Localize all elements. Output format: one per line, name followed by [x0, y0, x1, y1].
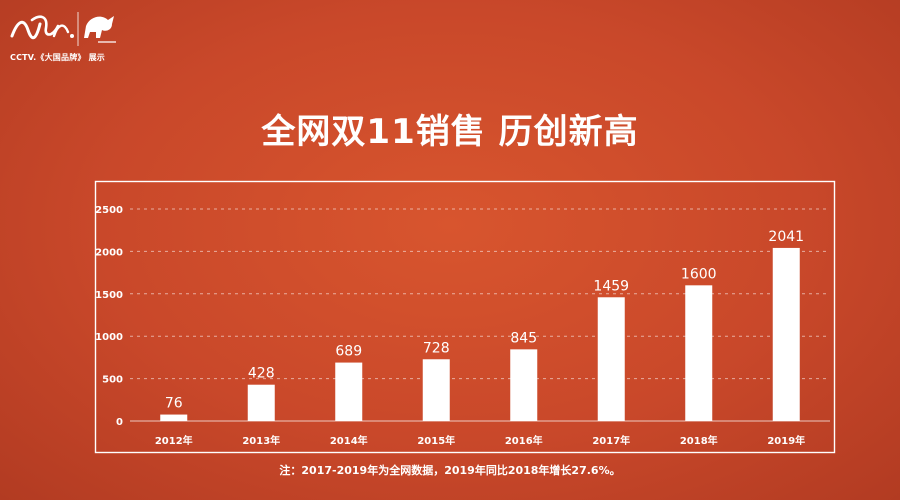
horse-logo-icon — [84, 16, 116, 43]
x-tick-label: 2015年 — [417, 434, 455, 447]
bar — [247, 384, 275, 421]
y-tick-label: 500 — [102, 375, 123, 386]
logo-graphics — [10, 12, 116, 46]
logo-caption: CCTV.《大国品牌》 展示 — [10, 53, 105, 62]
bar-value-label: 728 — [423, 340, 450, 356]
bar-value-label: 428 — [248, 366, 275, 382]
x-tick-label: 2014年 — [330, 434, 368, 447]
bar-value-label: 845 — [510, 330, 537, 346]
bar-value-label: 2041 — [768, 229, 804, 245]
bar-value-label: 689 — [335, 344, 362, 360]
chart-svg: 0 500 1000 1500 2000 2500 76 2012年 428 2013年 689 20… — [94, 180, 836, 454]
bar — [335, 362, 363, 421]
calligraphy-logo-icon — [10, 15, 74, 40]
slide-title: 全网双11销售 历创新高 — [261, 112, 639, 152]
chart-frame — [94, 180, 836, 454]
bar — [772, 247, 800, 421]
x-tick-label: 2018年 — [680, 434, 718, 447]
chart-footnote: 注：2017-2019年为全网数据，2019年同比2018年增长27.6%。 — [279, 464, 621, 477]
bar-value-label: 1459 — [593, 278, 629, 294]
x-tick-label: 2012年 — [155, 434, 193, 447]
brand-logo-block: CCTV.《大国品牌》 展示 — [10, 6, 122, 68]
bar-chart: 0 500 1000 1500 2000 2500 76 2012年 428 2013年 689 20… — [94, 180, 836, 454]
bar — [510, 349, 538, 421]
y-tick-label: 2500 — [95, 205, 123, 216]
y-tick-label: 2000 — [95, 247, 123, 258]
bar — [597, 297, 625, 421]
bar — [685, 285, 713, 421]
y-tick-label: 1500 — [95, 290, 123, 301]
y-tick-label: 1000 — [95, 332, 123, 343]
x-tick-label: 2019年 — [767, 434, 805, 447]
y-tick-label: 0 — [116, 417, 123, 428]
bar — [160, 414, 188, 421]
bar-value-label: 1600 — [681, 266, 717, 282]
x-tick-label: 2017年 — [592, 434, 630, 447]
x-tick-label: 2013年 — [242, 434, 280, 447]
bar — [422, 359, 450, 421]
x-tick-label: 2016年 — [505, 434, 543, 447]
bar-value-label: 76 — [165, 396, 183, 412]
